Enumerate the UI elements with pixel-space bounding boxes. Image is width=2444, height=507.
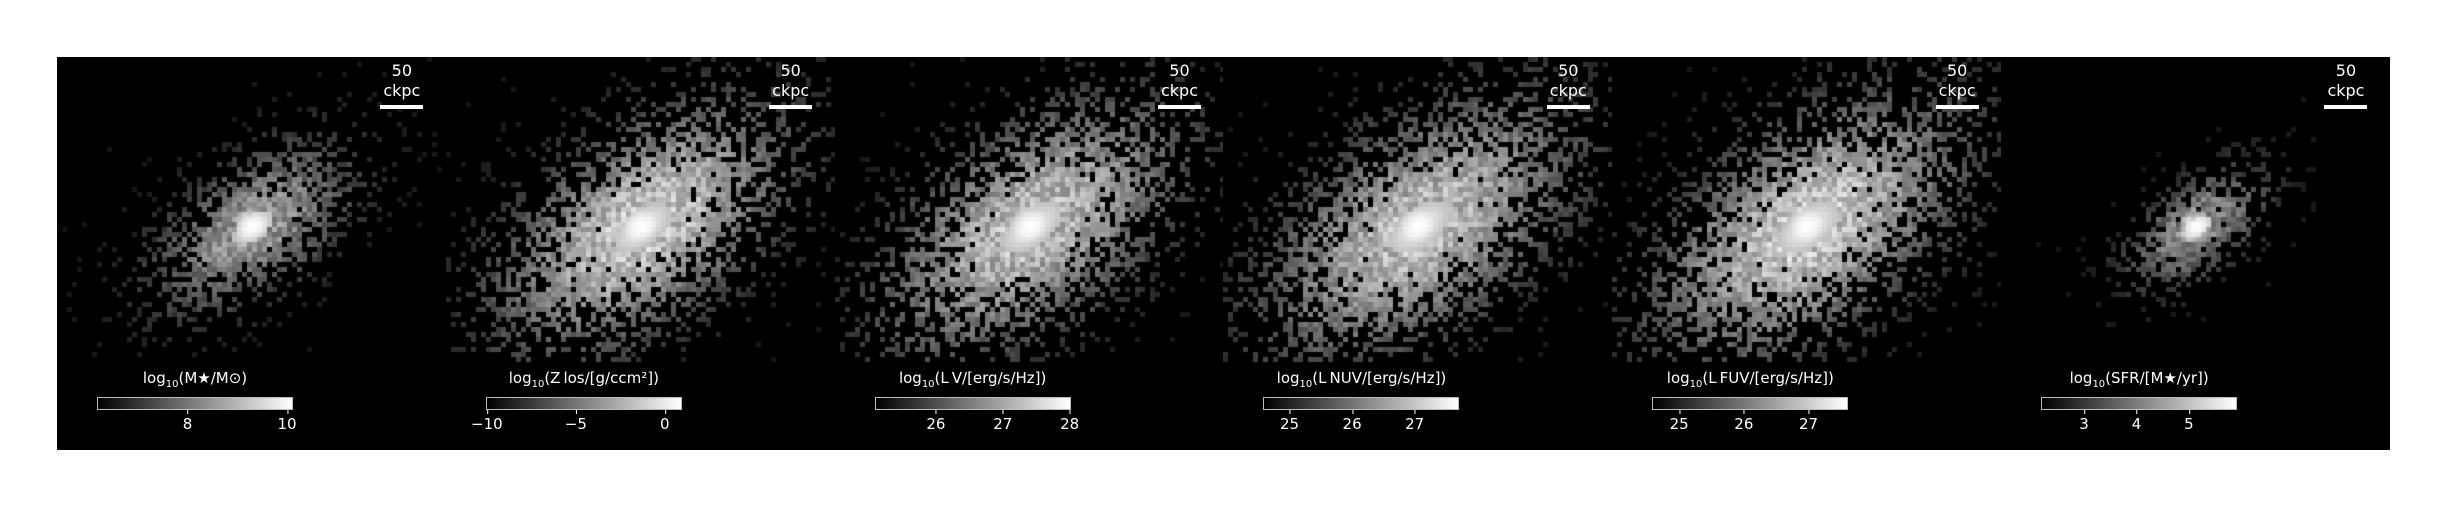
colorbar-gradient xyxy=(97,397,293,410)
colorbar-label: log10(L NUV/[erg/s/Hz]) xyxy=(1263,369,1459,394)
colorbar-gradient xyxy=(485,397,682,410)
label-prefix: log xyxy=(2069,369,2093,387)
colorbar: log10(L NUV/[erg/s/Hz]) 25 26 27 xyxy=(1263,369,1460,433)
scale-line xyxy=(380,105,424,109)
colorbar-tick: 26 xyxy=(1343,410,1362,433)
colorbar-label: log10(Z los/[g/ccm²]) xyxy=(486,369,682,394)
map-panel-1: 50 ckpc log10(M★/M⊙) 8 10 xyxy=(57,57,446,450)
colorbar-tick: 8 xyxy=(183,410,192,433)
scale-label: 50 ckpc xyxy=(1160,61,1198,100)
label-subscript: 10 xyxy=(921,379,935,390)
colorbar-tick: 27 xyxy=(1405,410,1424,433)
colorbar-label: log10(L V/[erg/s/Hz]) xyxy=(875,369,1071,394)
colorbar-ticks: 25 26 27 xyxy=(1652,410,1848,433)
map-panel-2: 50 ckpc log10(Z los/[g/ccm²]) −10 −5 0 xyxy=(445,57,835,450)
scale-label: 50 ckpc xyxy=(1549,61,1587,100)
colorbar-ticks: 8 10 xyxy=(97,410,297,433)
colorbar-label: log10(L FUV/[erg/s/Hz]) xyxy=(1652,369,1848,394)
label-subscript: 10 xyxy=(2092,379,2106,390)
pixel-map xyxy=(57,57,446,450)
colorbar-tick: 3 xyxy=(2079,410,2089,433)
label-quantity: (L NUV/[erg/s/Hz]) xyxy=(1312,369,1447,387)
colorbar: log10(L V/[erg/s/Hz]) 26 27 28 xyxy=(874,369,1079,433)
scale-label: 50 ckpc xyxy=(383,61,421,100)
colorbar: log10(SFR/[M★/yr]) 3 4 5 xyxy=(2041,369,2238,433)
label-quantity: (SFR/[M★/yr]) xyxy=(2105,369,2209,387)
label-prefix: log xyxy=(142,369,166,387)
scale-bar: 50 ckpc xyxy=(1149,61,1209,109)
colorbar-label: log10(M★/M⊙) xyxy=(97,369,293,394)
colorbar-ticks: 3 4 5 xyxy=(2041,410,2237,433)
scale-bar: 50 ckpc xyxy=(372,61,432,109)
colorbar-tick: 26 xyxy=(926,410,945,433)
pixel-map xyxy=(445,57,835,450)
scale-bar: 50 ckpc xyxy=(2316,61,2376,109)
colorbar-ticks: −10 −5 0 xyxy=(471,410,682,433)
colorbar-label: log10(SFR/[M★/yr]) xyxy=(2041,369,2237,394)
scale-line xyxy=(1935,105,1979,109)
colorbar-tick: 10 xyxy=(277,410,297,433)
colorbar-ticks: 26 27 28 xyxy=(875,410,1079,433)
colorbar-gradient xyxy=(1263,397,1460,410)
colorbar: log10(M★/M⊙) 8 10 xyxy=(97,369,297,433)
label-quantity: (L V/[erg/s/Hz]) xyxy=(934,369,1047,387)
colorbar-gradient xyxy=(2041,397,2238,410)
label-subscript: 10 xyxy=(1299,379,1313,390)
colorbar-gradient xyxy=(1652,397,1849,410)
colorbar: log10(Z los/[g/ccm²]) −10 −5 0 xyxy=(471,369,682,433)
label-quantity: (M★/M⊙) xyxy=(178,369,248,387)
colorbar-tick: −5 xyxy=(565,410,587,433)
label-prefix: log xyxy=(898,369,922,387)
label-quantity: (Z los/[g/ccm²]) xyxy=(544,369,659,387)
label-prefix: log xyxy=(508,369,532,387)
colorbar-tick: 0 xyxy=(660,410,670,433)
scale-bar: 50 ckpc xyxy=(1538,61,1598,109)
map-panel-5: 50 ckpc log10(L FUV/[erg/s/Hz]) 25 26 27 xyxy=(1612,57,2002,450)
colorbar: log10(L FUV/[erg/s/Hz]) 25 26 27 xyxy=(1652,369,1849,433)
colorbar-tick: −10 xyxy=(471,410,503,433)
scale-line xyxy=(1157,105,1201,109)
map-panel-6: 50 ckpc log10(SFR/[M★/yr]) 3 4 5 xyxy=(2001,57,2390,450)
colorbar-tick: 4 xyxy=(2132,410,2141,433)
scale-bar: 50 ckpc xyxy=(1927,61,1987,109)
colorbar-tick: 28 xyxy=(1060,410,1079,433)
scale-label: 50 ckpc xyxy=(1938,61,1976,100)
pixel-map xyxy=(1612,57,2002,450)
colorbar-tick: 26 xyxy=(1734,410,1753,433)
map-panel-3: 50 ckpc log10(L V/[erg/s/Hz]) 26 27 28 xyxy=(834,57,1224,450)
scale-line xyxy=(1546,105,1590,109)
scale-line xyxy=(769,105,813,109)
label-subscript: 10 xyxy=(531,379,545,390)
map-panel-4: 50 ckpc log10(L NUV/[erg/s/Hz]) 25 26 27 xyxy=(1223,57,1613,450)
colorbar-tick: 25 xyxy=(1670,410,1689,433)
label-subscript: 10 xyxy=(1689,379,1703,390)
scale-label: 50 ckpc xyxy=(772,61,810,100)
pixel-map xyxy=(834,57,1224,450)
label-prefix: log xyxy=(1276,369,1300,387)
colorbar-tick: 25 xyxy=(1280,410,1299,433)
label-prefix: log xyxy=(1666,369,1690,387)
colorbar-tick: 5 xyxy=(2184,410,2194,433)
scale-label: 50 ckpc xyxy=(2327,61,2365,100)
scale-bar: 50 ckpc xyxy=(761,61,821,109)
colorbar-tick: 27 xyxy=(993,410,1012,433)
scale-line xyxy=(2324,105,2368,109)
colorbar-gradient xyxy=(874,397,1071,410)
image-strip: 50 ckpc log10(M★/M⊙) 8 10 50 ckpc log10(Z… xyxy=(57,57,2390,450)
pixel-map xyxy=(1223,57,1613,450)
pixel-map xyxy=(2001,57,2390,450)
label-subscript: 10 xyxy=(165,379,179,390)
colorbar-ticks: 25 26 27 xyxy=(1263,410,1459,433)
colorbar-tick: 27 xyxy=(1799,410,1818,433)
label-quantity: (L FUV/[erg/s/Hz]) xyxy=(1702,369,1834,387)
